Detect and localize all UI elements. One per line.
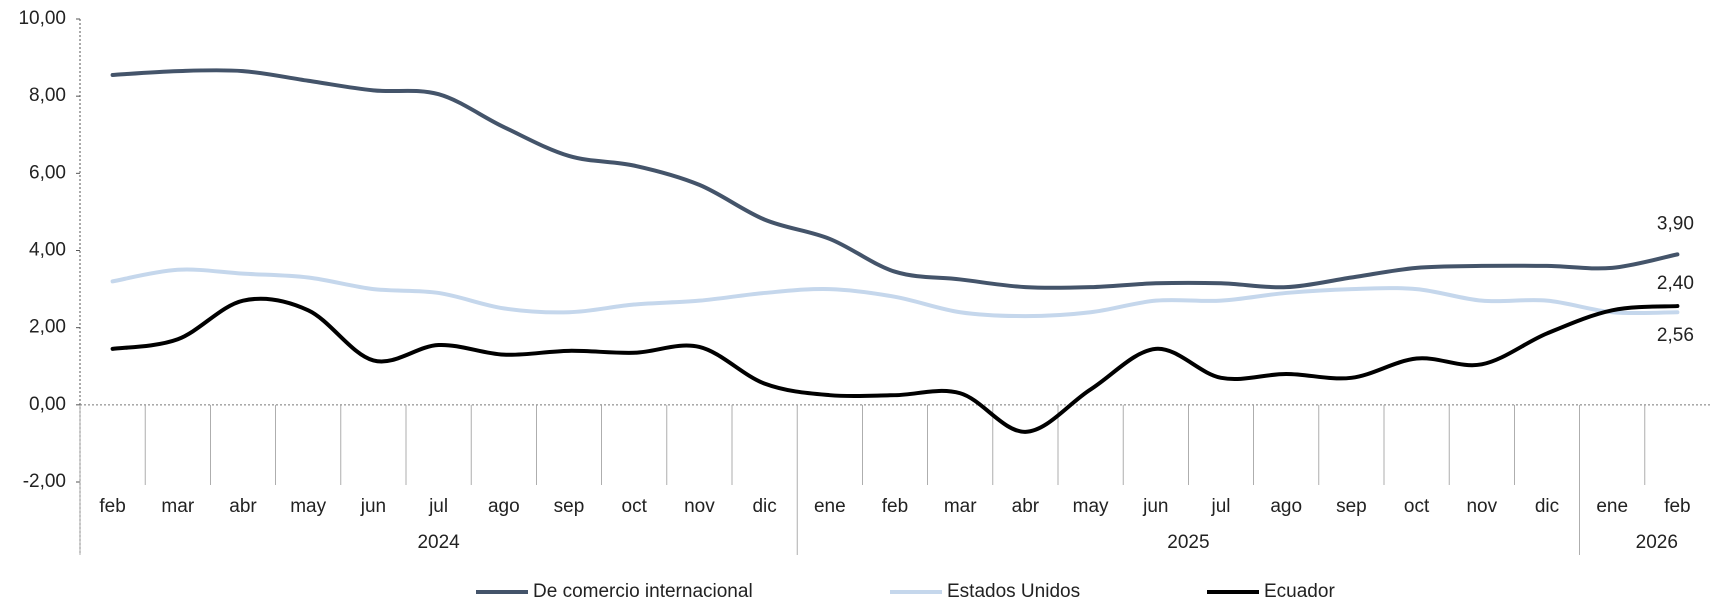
x-tick-label: ene	[1596, 496, 1628, 517]
x-tick-label: feb	[1664, 496, 1690, 517]
x-group-label: 2024	[417, 532, 460, 553]
x-tick-label: jul	[1210, 496, 1230, 517]
x-tick-label: feb	[882, 496, 908, 517]
y-tick-label: 8,00	[29, 85, 66, 106]
x-tick-label: jul	[428, 496, 448, 517]
x-tick-label: jun	[1142, 496, 1168, 517]
x-tick-label: mar	[944, 496, 977, 517]
y-tick-label: 0,00	[29, 394, 66, 415]
legend-label: De comercio internacional	[533, 581, 753, 601]
data-label: 2,56	[1657, 325, 1694, 346]
x-tick-label: feb	[99, 496, 125, 517]
x-group-label: 2025	[1167, 532, 1209, 553]
x-tick-label: sep	[554, 496, 585, 517]
x-tick-label: mar	[161, 496, 194, 517]
line-series	[110, 267, 1680, 319]
x-tick-label: ene	[814, 496, 846, 517]
line-series	[110, 68, 1680, 290]
x-tick-label: jun	[360, 496, 386, 517]
y-tick-label: 10,00	[18, 8, 66, 29]
x-tick-label: sep	[1336, 496, 1367, 517]
x-tick-label: dic	[1535, 496, 1559, 517]
x-tick-label: nov	[1466, 496, 1497, 517]
x-tick-label: nov	[684, 496, 715, 517]
x-tick-label: ago	[1270, 496, 1302, 517]
y-tick-label: 2,00	[29, 317, 66, 338]
data-label: 2,40	[1657, 273, 1694, 294]
x-tick-label: oct	[1404, 496, 1430, 517]
y-tick-label: 6,00	[29, 162, 66, 183]
x-tick-label: may	[1073, 496, 1109, 517]
legend-label: Estados Unidos	[947, 581, 1080, 601]
line-series	[110, 296, 1680, 434]
data-label: 3,90	[1657, 213, 1694, 234]
y-tick-label: 4,00	[29, 240, 66, 261]
y-tick-label: -2,00	[23, 471, 66, 492]
x-tick-label: abr	[229, 496, 257, 517]
legend-label: Ecuador	[1264, 581, 1335, 601]
x-tick-label: oct	[622, 496, 648, 517]
x-tick-label: dic	[752, 496, 776, 517]
x-group-label: 2026	[1636, 532, 1678, 553]
x-tick-label: ago	[488, 496, 520, 517]
x-tick-label: may	[290, 496, 326, 517]
x-tick-label: abr	[1012, 496, 1040, 517]
